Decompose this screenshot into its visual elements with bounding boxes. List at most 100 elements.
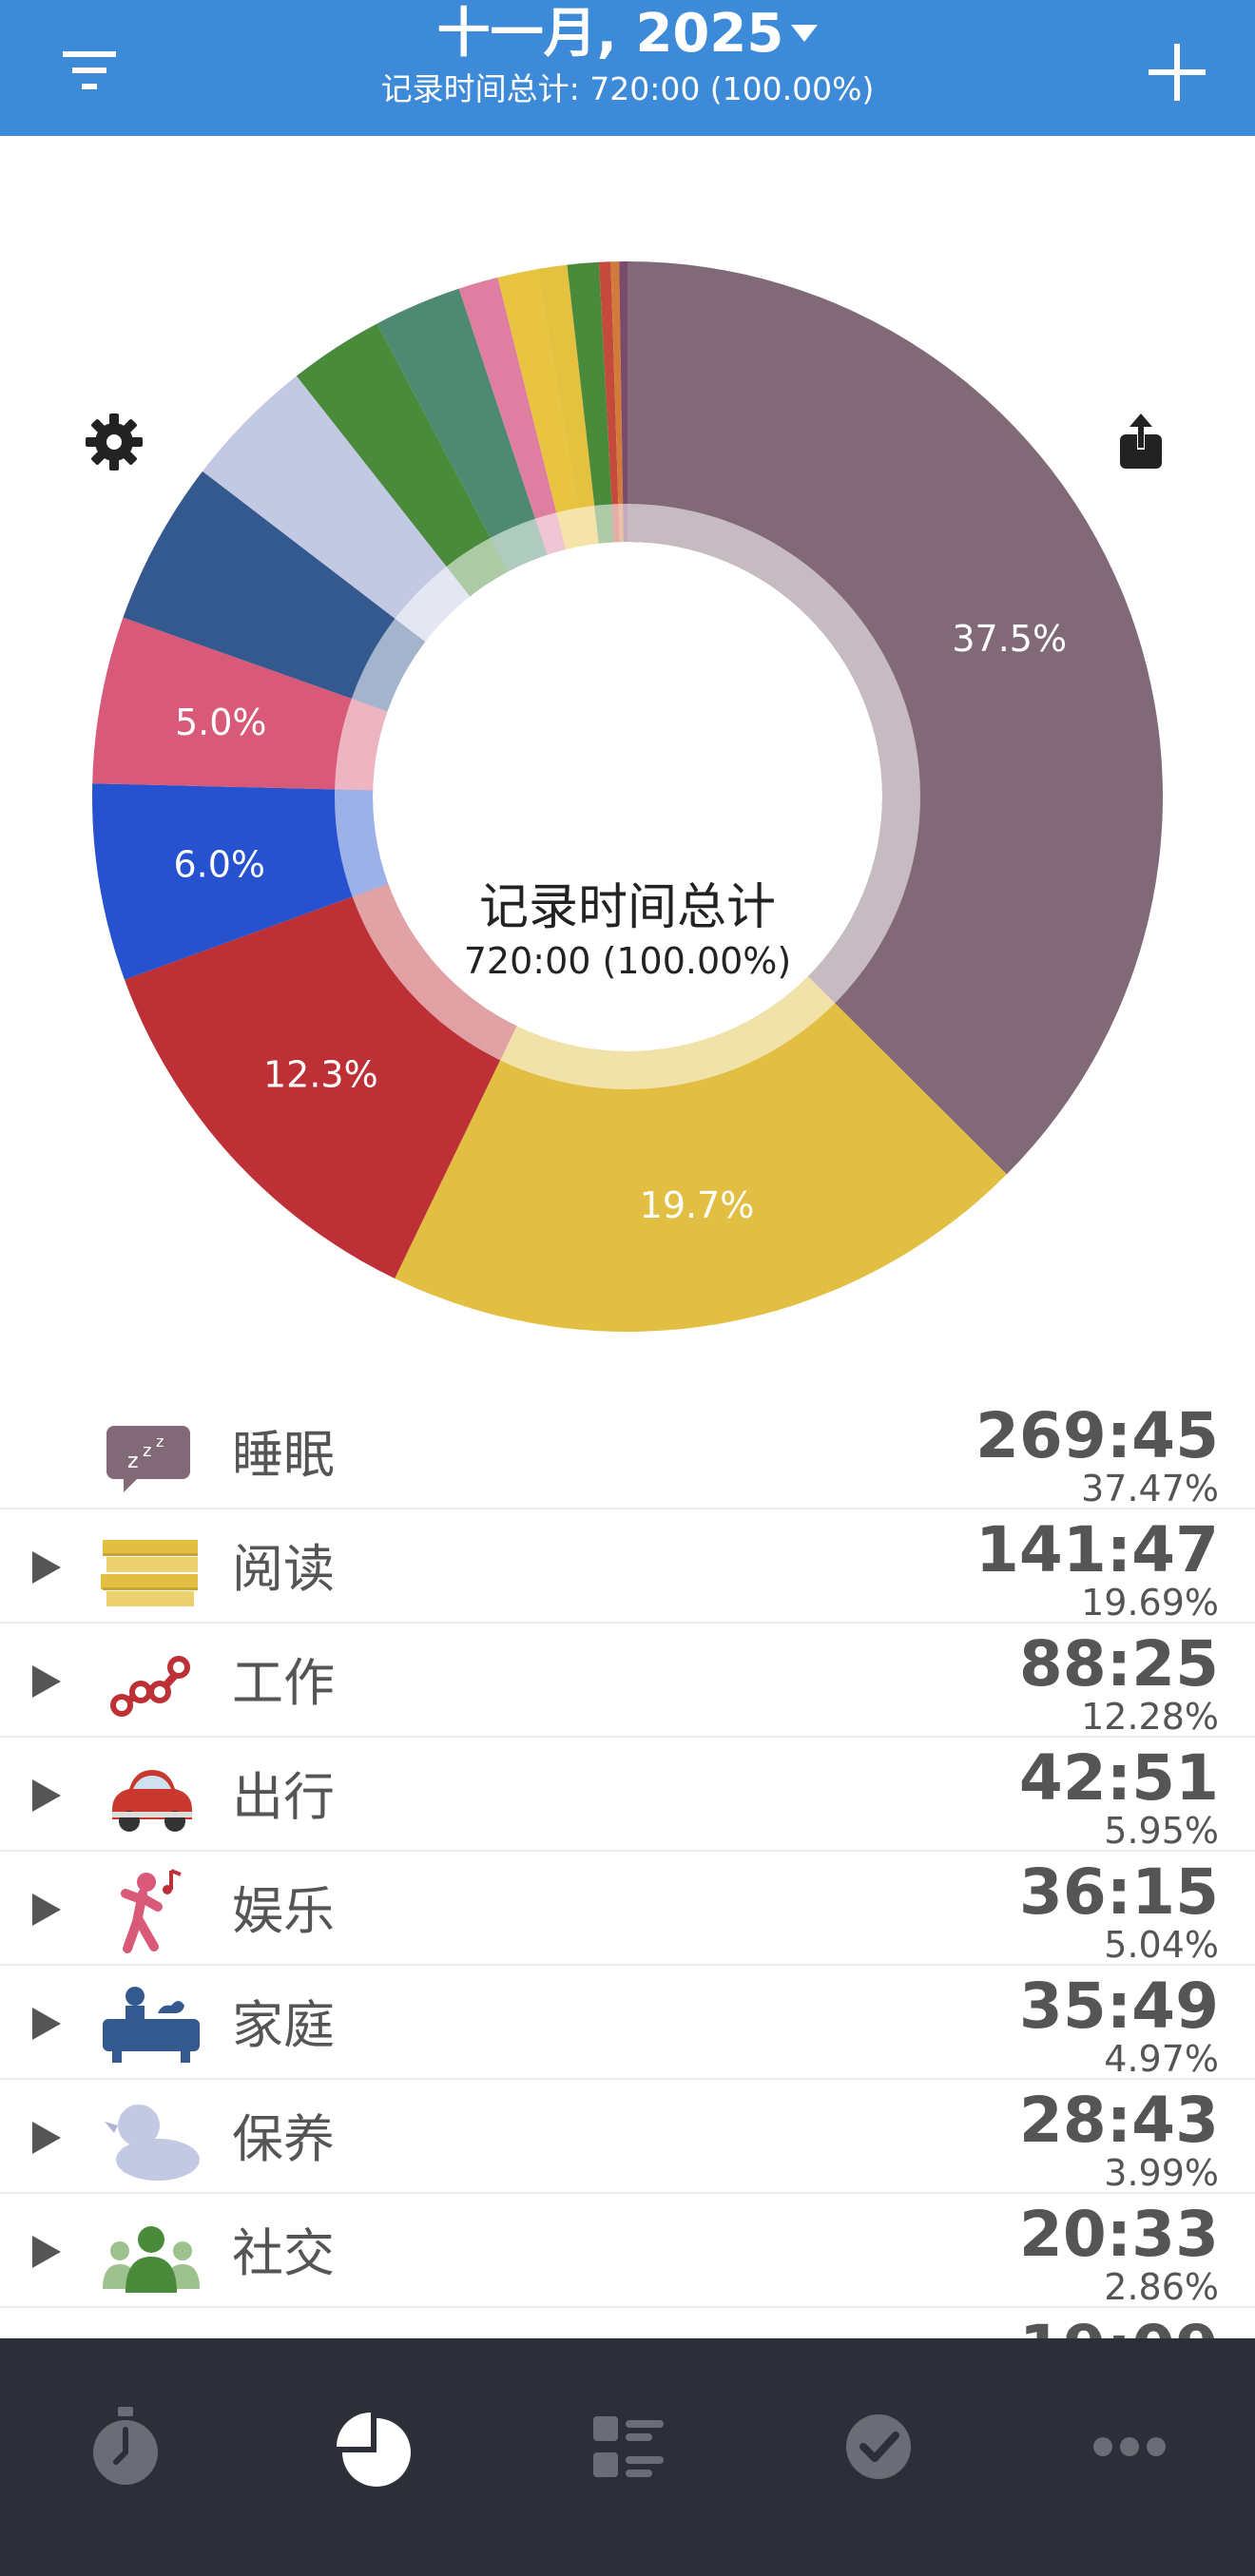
activity-time: 141:47	[975, 1513, 1219, 1586]
inner-ring-segment	[500, 976, 836, 1089]
expand-triangle-icon[interactable]	[32, 1894, 61, 1926]
svg-text:z: z	[143, 1441, 151, 1461]
inner-ring-segment	[490, 518, 548, 572]
activity-name: 阅读	[232, 1539, 335, 1599]
share-button[interactable]	[1110, 412, 1171, 472]
check-badge-icon	[846, 2414, 911, 2479]
expand-triangle-icon[interactable]	[32, 1779, 61, 1812]
slice-percent-label: 6.0%	[173, 843, 265, 885]
activity-percent: 4.97%	[1104, 2038, 1219, 2080]
activity-percent: 37.47%	[1081, 1468, 1219, 1509]
activity-time: 20:33	[1018, 2198, 1219, 2271]
list-item[interactable]: 阅读 141:47 19.69%	[0, 1509, 1255, 1624]
activity-time: 28:43	[1018, 2084, 1219, 2157]
inner-ring-segment	[334, 789, 389, 897]
add-button[interactable]	[1143, 38, 1211, 106]
stopwatch-icon	[93, 2407, 158, 2485]
center-title: 记录时间总计	[478, 879, 776, 936]
inner-ring-segment	[623, 504, 628, 543]
activity-time: 88:25	[1018, 1627, 1219, 1701]
activity-name: 工作	[232, 1653, 335, 1713]
activity-name: 家庭	[232, 1995, 335, 2055]
center-value: 720:00 (100.00%)	[463, 940, 792, 982]
activity-name: 保养	[232, 2109, 335, 2169]
expand-triangle-icon[interactable]	[32, 2236, 61, 2268]
filter-icon	[63, 51, 116, 89]
expand-triangle-icon[interactable]	[32, 2122, 61, 2154]
chart-center-label: 记录时间总计 720:00 (100.00%)	[380, 877, 875, 984]
inner-ring-segment	[534, 512, 566, 555]
activities-tab[interactable]	[580, 2399, 675, 2494]
inner-ring-segment	[618, 504, 624, 543]
share-icon	[1120, 413, 1162, 469]
slice-percent-label: 5.0%	[175, 702, 267, 743]
inner-ring-segment	[594, 504, 614, 544]
inner-ring-segment	[446, 537, 509, 597]
list-item[interactable]: z z z 睡眠 269:45 37.47%	[0, 1395, 1255, 1509]
expand-triangle-icon[interactable]	[32, 1551, 61, 1584]
caret-down-icon	[791, 24, 819, 42]
month-title: 十一月, 2025	[436, 3, 784, 65]
bottom-tab-bar	[0, 2338, 1255, 2576]
activity-time: 269:45	[975, 1399, 1219, 1472]
statistics-tab[interactable]	[329, 2399, 424, 2494]
activity-time: 36:15	[1018, 1855, 1219, 1929]
expand-triangle-icon[interactable]	[32, 1665, 61, 1698]
list-item[interactable]: 社交 20:33 2.86%	[0, 2194, 1255, 2308]
donut-hole	[373, 542, 882, 1051]
activity-percent: 19.69%	[1081, 1582, 1219, 1624]
expand-triangle-icon[interactable]	[32, 2008, 61, 2040]
people-icon	[99, 2207, 203, 2298]
list-icon	[593, 2416, 664, 2477]
gear-icon	[86, 413, 143, 471]
inner-ring-segment	[628, 504, 920, 1004]
plant-icon	[99, 2321, 203, 2338]
donut-chart: 37.5% 19.7% 12.3% 6.0% 5.0%	[0, 136, 1255, 1391]
svg-text:z: z	[156, 1432, 164, 1451]
total-recorded-subtitle: 记录时间总计: 720:00 (100.00%)	[380, 70, 875, 107]
pie-chart-icon	[337, 2413, 411, 2487]
activity-name: 社交	[232, 2223, 335, 2283]
inner-ring-segment	[395, 566, 471, 643]
slice-percent-label: 12.3%	[263, 1054, 378, 1096]
donut-chart-svg[interactable]: 37.5% 19.7% 12.3% 6.0% 5.0%	[0, 136, 1255, 1391]
filter-button[interactable]	[57, 46, 126, 97]
books-icon	[99, 1523, 203, 1614]
activity-name: 出行	[232, 1767, 335, 1827]
slice-percent-label: 37.5%	[952, 618, 1067, 660]
bathtub-icon	[99, 1979, 203, 2070]
activity-time: 19:09	[1019, 2316, 1219, 2339]
inner-ring-segment	[577, 505, 599, 546]
inner-ring-segment	[335, 698, 388, 791]
goals-tab[interactable]	[831, 2399, 926, 2494]
chart-steps-icon	[99, 1637, 203, 1728]
dancer-icon	[99, 1865, 203, 1956]
activity-name: 娱乐	[232, 1881, 335, 1941]
activity-list: z z z 睡眠 269:45 37.47% 阅读 141:47 19.69% 工作 88:25 12…	[0, 1395, 1255, 2338]
list-item[interactable]: 家庭 35:49 4.97%	[0, 1966, 1255, 2080]
duck-icon	[99, 2093, 203, 2184]
activity-percent: 5.04%	[1104, 1924, 1219, 1966]
inner-ring-segment	[556, 508, 585, 550]
timer-tab[interactable]	[78, 2399, 173, 2494]
inner-ring-segment	[351, 618, 426, 712]
more-tab[interactable]	[1082, 2399, 1177, 2494]
svg-text:z: z	[127, 1450, 139, 1473]
activity-percent: 3.99%	[1104, 2152, 1219, 2194]
more-dots-icon	[1093, 2437, 1166, 2456]
list-item[interactable]: 出行 42:51 5.95%	[0, 1738, 1255, 1852]
chart-settings-button[interactable]	[84, 412, 145, 472]
month-selector[interactable]: 十一月, 2025	[0, 2, 1255, 67]
list-item[interactable]: 工作 88:25 12.28%	[0, 1624, 1255, 1738]
activity-time: 42:51	[1018, 1741, 1219, 1815]
top-bar: 十一月, 2025 记录时间总计: 720:00 (100.00%)	[0, 0, 1255, 136]
list-item[interactable]: 保养 28:43 3.99%	[0, 2080, 1255, 2194]
activity-time: 35:49	[1018, 1970, 1219, 2043]
list-item[interactable]: 娱乐 36:15 5.04%	[0, 1852, 1255, 1966]
activity-percent: 12.28%	[1081, 1696, 1219, 1738]
slice-percent-label: 19.7%	[640, 1184, 755, 1226]
activity-percent: 5.95%	[1104, 1810, 1219, 1852]
list-item[interactable]: 19:09	[0, 2308, 1255, 2339]
